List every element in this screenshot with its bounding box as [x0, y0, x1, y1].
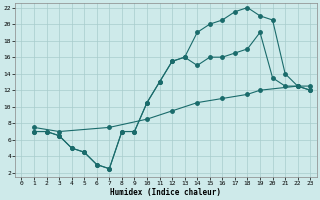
X-axis label: Humidex (Indice chaleur): Humidex (Indice chaleur)	[110, 188, 221, 197]
